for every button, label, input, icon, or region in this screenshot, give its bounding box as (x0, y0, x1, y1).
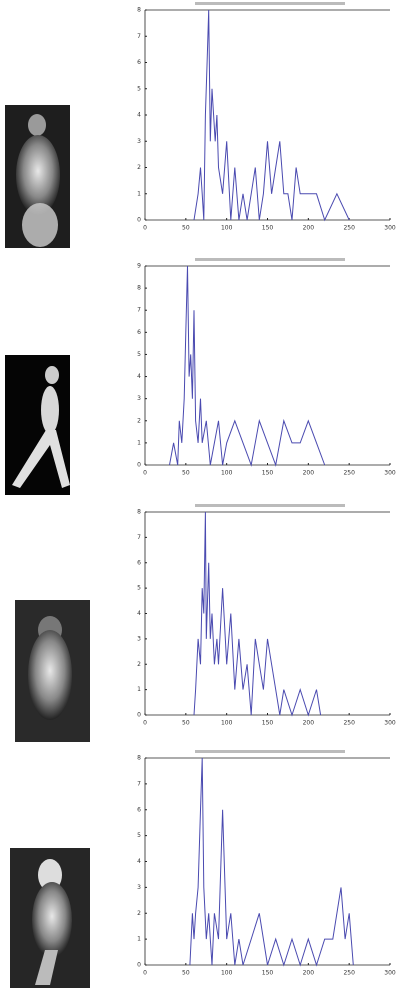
x-tick-label: 200 (303, 470, 315, 477)
y-tick-label: 3 (137, 635, 141, 642)
x-tick-label: 250 (343, 225, 355, 232)
x-tick-label: 100 (221, 470, 233, 477)
y-tick-label: 7 (137, 780, 141, 787)
y-tick-label: 5 (137, 585, 141, 592)
series-line (169, 265, 326, 467)
y-tick-label: 0 (137, 712, 141, 719)
y-tick-label: 5 (137, 85, 141, 92)
y-tick-label: 7 (137, 307, 141, 314)
x-tick-label: 50 (182, 720, 190, 727)
x-tick-label: 150 (262, 970, 274, 977)
x-tick-label: 0 (143, 720, 147, 727)
y-tick-label: 1 (137, 190, 141, 197)
x-tick-label: 200 (303, 225, 315, 232)
series-line (193, 511, 322, 717)
x-tick-label: 50 (182, 225, 190, 232)
y-tick-label: 3 (137, 138, 141, 145)
x-tick-label: 100 (221, 970, 233, 977)
title-placeholder (195, 504, 345, 507)
y-tick-label: 1 (137, 439, 141, 446)
y-tick-label: 2 (137, 910, 141, 917)
y-tick-label: 6 (137, 59, 141, 66)
chart: 0 50 100 150 200 250 300 0 1 2 3 4 5 6 7 8 (137, 504, 396, 727)
x-tick-label: 150 (262, 470, 274, 477)
y-tick-label: 2 (137, 661, 141, 668)
y-tick-label: 6 (137, 806, 141, 813)
silhouette-image (5, 105, 70, 248)
x-tick-label: 150 (262, 225, 274, 232)
title-placeholder (195, 258, 345, 261)
y-tick-label: 7 (137, 33, 141, 40)
y-tick-label: 4 (137, 610, 141, 617)
x-tick-label: 100 (221, 720, 233, 727)
y-tick-label: 6 (137, 329, 141, 336)
x-tick-label: 300 (384, 720, 396, 727)
y-tick-label: 8 (137, 7, 141, 14)
y-tick-label: 8 (137, 285, 141, 292)
title-placeholder (195, 2, 345, 5)
chart: 0 50 100 150 200 250 300 0 1 2 3 4 5 6 7 8 (137, 750, 396, 977)
y-tick-label: 2 (137, 417, 141, 424)
title-placeholder (195, 750, 345, 753)
y-tick-label: 3 (137, 395, 141, 402)
y-tick-label: 0 (137, 217, 141, 224)
x-tick-label: 0 (143, 225, 147, 232)
x-tick-label: 0 (143, 970, 147, 977)
chart: 0 50 100 150 200 250 300 0 1 2 3 4 5 6 7 8 9 (137, 258, 396, 477)
x-tick-label: 250 (343, 970, 355, 977)
x-tick-label: 0 (143, 470, 147, 477)
y-tick-label: 0 (137, 962, 141, 969)
y-tick-label: 2 (137, 164, 141, 171)
series-line (189, 757, 354, 967)
x-tick-label: 50 (182, 470, 190, 477)
x-tick-label: 150 (262, 720, 274, 727)
y-tick-label: 6 (137, 559, 141, 566)
y-tick-label: 8 (137, 755, 141, 762)
y-tick-label: 7 (137, 534, 141, 541)
x-tick-label: 300 (384, 225, 396, 232)
y-tick-label: 8 (137, 509, 141, 516)
x-tick-label: 50 (182, 970, 190, 977)
y-tick-label: 3 (137, 884, 141, 891)
silhouette-image (10, 848, 90, 988)
y-tick-label: 9 (137, 263, 141, 270)
silhouette-image (15, 600, 90, 742)
y-tick-label: 5 (137, 351, 141, 358)
x-tick-label: 200 (303, 970, 315, 977)
x-tick-label: 250 (343, 470, 355, 477)
x-tick-label: 100 (221, 225, 233, 232)
y-tick-label: 5 (137, 832, 141, 839)
chart: 0 50 100 150 200 250 300 0 1 2 3 4 5 6 7 8 (137, 2, 396, 232)
x-tick-label: 200 (303, 720, 315, 727)
y-tick-label: 4 (137, 112, 141, 119)
y-tick-label: 0 (137, 462, 141, 469)
x-tick-label: 300 (384, 970, 396, 977)
x-tick-label: 300 (384, 470, 396, 477)
silhouette-image (5, 355, 70, 495)
x-tick-label: 250 (343, 720, 355, 727)
y-tick-label: 1 (137, 686, 141, 693)
y-tick-label: 4 (137, 373, 141, 380)
y-tick-label: 1 (137, 936, 141, 943)
y-tick-label: 4 (137, 858, 141, 865)
series-line (193, 9, 350, 222)
